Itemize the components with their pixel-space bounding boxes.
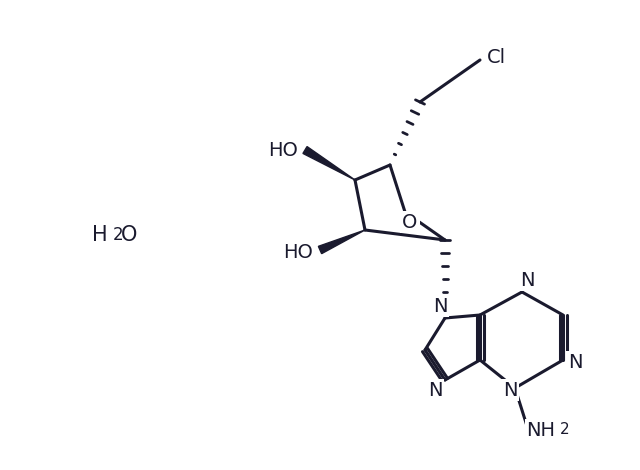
Text: NH: NH	[527, 421, 556, 439]
Text: 2: 2	[113, 226, 124, 244]
Text: O: O	[121, 225, 138, 245]
Text: N: N	[428, 381, 442, 400]
Polygon shape	[303, 147, 355, 180]
Text: N: N	[520, 271, 534, 290]
Text: N: N	[433, 297, 447, 315]
Text: HO: HO	[283, 243, 313, 261]
Text: 2: 2	[560, 423, 570, 438]
Text: HO: HO	[268, 141, 298, 159]
Polygon shape	[318, 230, 365, 254]
Text: N: N	[568, 352, 582, 371]
Text: N: N	[503, 381, 517, 400]
Text: H: H	[92, 225, 108, 245]
Text: Cl: Cl	[486, 47, 506, 66]
Text: O: O	[403, 212, 418, 232]
